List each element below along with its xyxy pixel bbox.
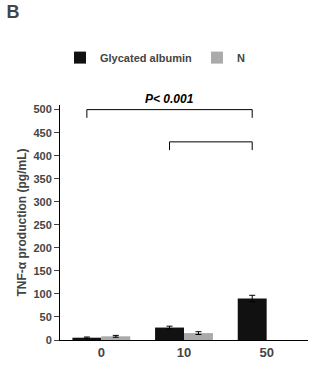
svg-text:150: 150: [33, 265, 51, 277]
svg-text:300: 300: [33, 196, 51, 208]
svg-text:50: 50: [259, 345, 273, 360]
svg-text:100: 100: [33, 288, 51, 300]
svg-text:B: B: [6, 2, 19, 22]
svg-text:200: 200: [33, 242, 51, 254]
svg-text:350: 350: [33, 173, 51, 185]
svg-text:250: 250: [33, 219, 51, 231]
svg-text:P< 0.001: P< 0.001: [145, 92, 194, 106]
svg-text:0: 0: [98, 345, 105, 360]
svg-text:400: 400: [33, 150, 51, 162]
svg-text:N: N: [237, 52, 245, 64]
svg-text:TNF-α production (pg/mL): TNF-α production (pg/mL): [15, 148, 29, 296]
svg-text:500: 500: [33, 103, 51, 115]
svg-text:450: 450: [33, 126, 51, 138]
svg-text:10: 10: [177, 345, 191, 360]
svg-text:0: 0: [46, 334, 52, 346]
svg-text:Glycated albumin: Glycated albumin: [100, 52, 192, 64]
svg-text:50: 50: [40, 311, 52, 323]
